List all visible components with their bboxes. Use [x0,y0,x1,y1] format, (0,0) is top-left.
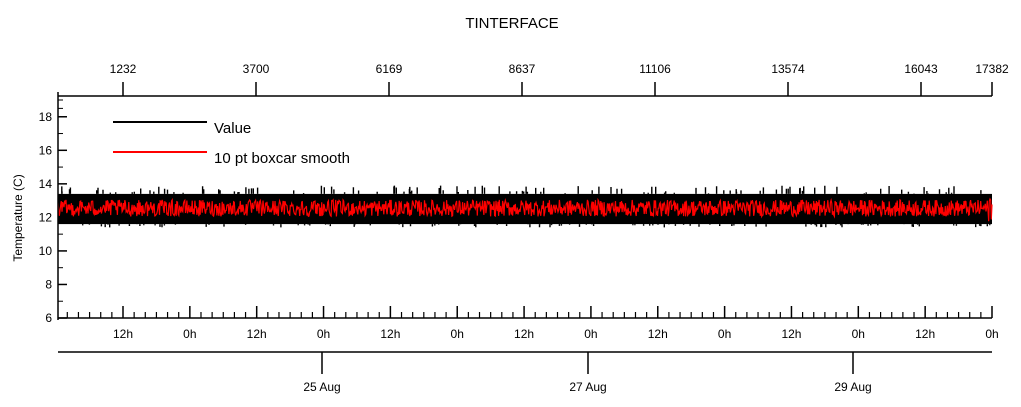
hour-tick-label: 12h [514,327,534,341]
legend: Value 10 pt boxcar smooth [113,120,350,167]
legend-label-value: Value [214,120,251,137]
chart-title: TINTERFACE [465,15,558,32]
hour-tick-label: 12h [380,327,400,341]
axes-layer: 6 8 10 12 14 16 18 1232 3700 6169 8637 11106 13574 16… [39,62,1009,394]
y-tick-label: 8 [45,277,52,291]
series-smooth-line [57,197,993,222]
hour-tick-label: 0h [584,327,597,341]
hour-tick-label: 0h [852,327,865,341]
hour-tick-label: 12h [781,327,801,341]
hour-tick-label: 12h [915,327,935,341]
hour-tick-label: 0h [718,327,731,341]
series-value-spikes [61,185,991,228]
y-axis-title: Temperature (C) [11,174,25,261]
legend-label-smooth: 10 pt boxcar smooth [214,150,350,167]
y-tick-label: 10 [39,244,53,258]
hour-tick-label: 0h [317,327,330,341]
hour-tick-label: 0h [451,327,464,341]
top-tick-label: 13574 [771,62,805,76]
y-tick-label: 14 [39,177,53,191]
top-tick-label: 11106 [639,62,671,76]
top-tick-label: 17382 [975,62,1009,76]
hour-tick-label: 12h [113,327,133,341]
hour-tick-label: 12h [648,327,668,341]
top-tick-label: 16043 [904,62,938,76]
top-tick-label: 6169 [376,62,403,76]
hour-tick-label: 12h [247,327,267,341]
date-tick-label: 29 Aug [834,380,871,394]
hour-tick-label: 0h [183,327,196,341]
y-tick-label: 18 [39,110,53,124]
y-tick-label: 16 [39,143,53,157]
y-tick-label: 6 [45,311,52,325]
y-tick-label: 12 [39,210,53,224]
date-tick-label: 27 Aug [569,380,606,394]
date-tick-label: 25 Aug [303,380,340,394]
top-tick-label: 3700 [243,62,270,76]
top-tick-label: 8637 [509,62,536,76]
series-layer [57,185,993,228]
top-tick-label: 1232 [110,62,137,76]
hour-tick-label: 0h [985,327,998,341]
